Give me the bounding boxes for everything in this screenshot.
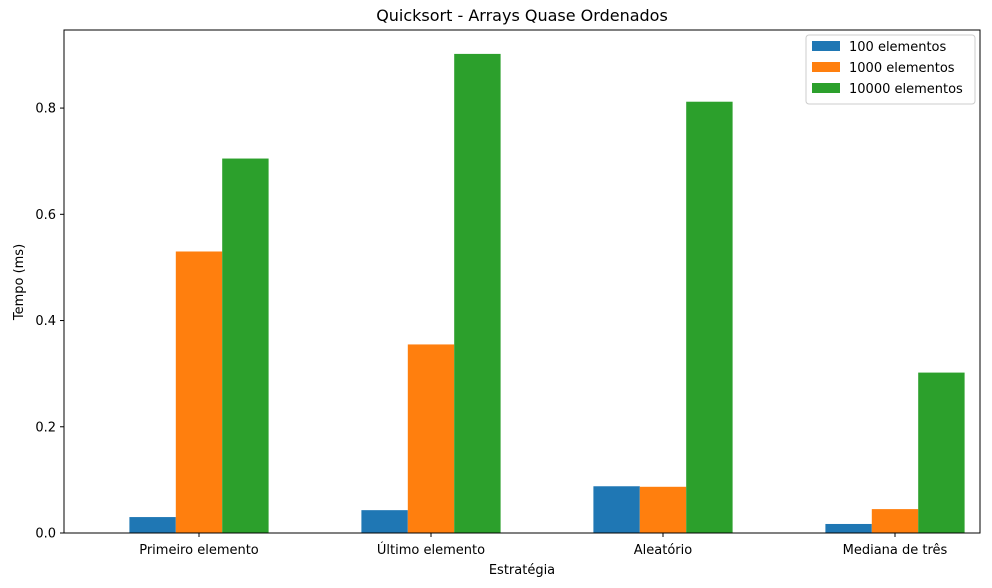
x-axis-label: Estratégia [489, 563, 555, 578]
legend-box [805, 34, 976, 105]
bar-ultimo-elemento-10000-elementos [454, 53, 501, 534]
y-tick-label: 0.8 [35, 102, 56, 117]
bar-primeiro-elemento-10000-elementos [222, 158, 269, 534]
bar-ultimo-elemento-100-elementos [361, 510, 408, 533]
y-axis-label: Tempo (ms) [12, 244, 27, 321]
bar-aleatorio-100-elementos [593, 486, 640, 533]
legend-swatch-100-elementos [812, 41, 840, 51]
bar-mediana-de-tres-1000-elementos [871, 509, 919, 533]
bar-ultimo-elemento-1000-elementos [407, 344, 455, 533]
bar-mediana-de-tres-10000-elementos [918, 372, 965, 533]
legend: 100 elementos 1000 elementos 10000 element… [805, 34, 976, 105]
x-tick-label-ultimo-elemento: Último elemento [377, 542, 485, 558]
bar-primeiro-elemento-1000-elementos [175, 251, 223, 534]
y-tick-label: 0.4 [35, 314, 56, 329]
chart-title: Quicksort - Arrays Quase Ordenados [376, 6, 668, 25]
legend-swatch-1000-elementos [812, 62, 840, 72]
bars-group [129, 53, 965, 534]
y-tick-label: 0.6 [35, 208, 56, 223]
bar-aleatorio-1000-elementos [639, 486, 687, 533]
y-axis: 0.0 0.2 0.4 0.6 0.8 [35, 102, 64, 542]
legend-label-1000-elementos: 1000 elementos [849, 61, 955, 76]
legend-swatch-10000-elementos [812, 83, 840, 93]
bar-primeiro-elemento-100-elementos [129, 517, 176, 533]
x-tick-label-aleatorio: Aleatório [634, 543, 692, 558]
y-tick-label: 0.2 [35, 420, 56, 435]
x-tick-label-primeiro-elemento: Primeiro elemento [139, 543, 259, 558]
x-tick-label-mediana-de-tres: Mediana de três [843, 543, 948, 558]
bar-mediana-de-tres-100-elementos [825, 523, 872, 533]
legend-label-10000-elementos: 10000 elementos [849, 82, 963, 97]
bar-aleatorio-10000-elementos [686, 101, 733, 534]
plot-frame [63, 29, 981, 534]
legend-label-100-elementos: 100 elementos [849, 40, 947, 55]
x-axis: Primeiro elemento Último elemento Aleatóri… [139, 533, 948, 558]
y-tick-label: 0.0 [35, 527, 56, 542]
